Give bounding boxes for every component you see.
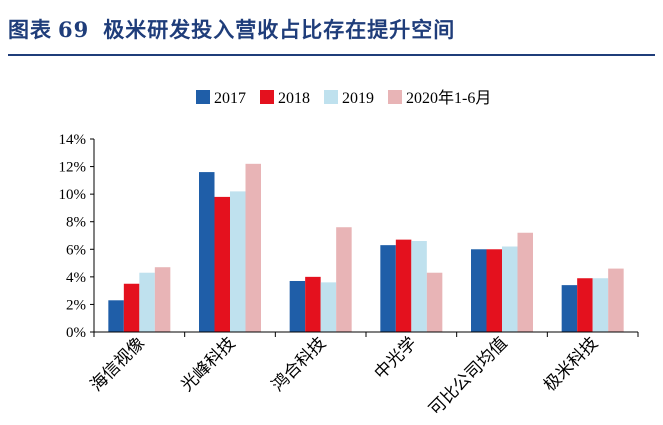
y-tick-label: 12% (59, 160, 87, 176)
bars (108, 163, 624, 332)
bar (199, 172, 215, 332)
y-tick-label: 10% (59, 187, 87, 203)
figure-title-text: 极米研发投入营收占比存在提升空间 (103, 17, 456, 42)
bar (230, 191, 246, 332)
chart-legend: 2017 2018 2019 2020年1-6月 (196, 89, 491, 107)
x-tick-label: 极米科技 (540, 333, 602, 395)
bar (502, 246, 518, 332)
bar (411, 241, 427, 332)
y-tick-label: 2% (66, 297, 86, 313)
bar (154, 267, 171, 332)
bar (517, 232, 533, 332)
bar (395, 239, 412, 332)
bar (336, 227, 352, 332)
legend-label: 2017 (214, 90, 246, 107)
figure-label: 图表 (8, 17, 52, 42)
x-tick-label: 可比公司均值 (425, 333, 511, 419)
y-axis: 0% 2% 4% 6% 8% 10% 12% 14% (59, 132, 95, 341)
x-tick-label: 光峰科技 (177, 333, 239, 395)
bar (245, 163, 261, 332)
bar (577, 278, 593, 332)
legend-swatch (324, 90, 338, 104)
y-tick-label: 6% (66, 242, 86, 258)
figure-title: 图表 69 极米研发投入营收占比存在提升空间 (8, 14, 455, 44)
bar (108, 300, 124, 332)
bar (289, 280, 306, 332)
y-tick-label: 14% (59, 132, 87, 148)
bar (305, 276, 321, 332)
bar (561, 285, 578, 332)
x-tick-label: 中光学 (371, 333, 420, 382)
bar (426, 272, 443, 332)
legend-swatch (388, 90, 402, 104)
bar (592, 278, 609, 332)
bar (471, 249, 487, 332)
y-tick-label: 8% (66, 215, 86, 231)
legend-label: 2018 (278, 90, 310, 107)
x-tick-label: 鸿合科技 (268, 333, 330, 395)
bar (214, 196, 230, 332)
legend-swatch (260, 90, 274, 104)
figure-number: 69 (58, 17, 90, 42)
bar (380, 245, 396, 332)
bar (123, 283, 140, 332)
x-axis: 海信视像 光峰科技 鸿合科技 中光学 可比公司均值 极米科技 (87, 331, 639, 419)
bar (486, 249, 502, 332)
bar (139, 272, 155, 332)
legend-swatch (196, 90, 210, 104)
x-tick-label: 海信视像 (87, 333, 149, 395)
bar (608, 268, 624, 332)
y-tick-label: 0% (66, 325, 86, 341)
legend-label: 2019 (342, 90, 374, 107)
y-tick-label: 4% (66, 270, 86, 286)
legend-label: 2020年1-6月 (406, 89, 491, 107)
title-divider (8, 54, 655, 56)
bar (320, 282, 337, 332)
